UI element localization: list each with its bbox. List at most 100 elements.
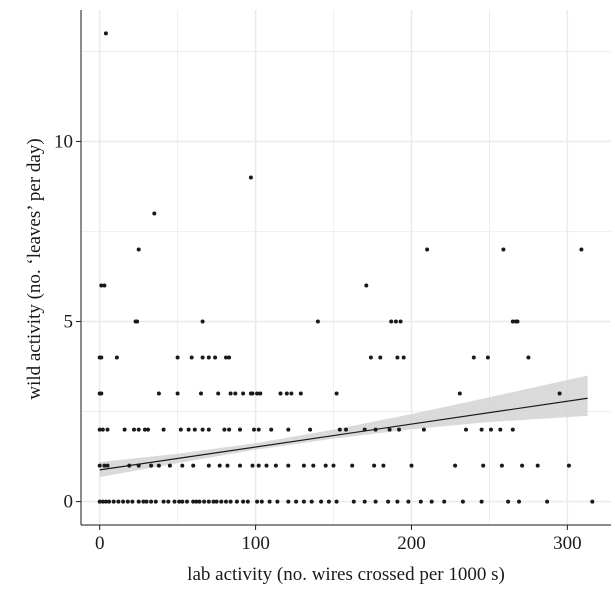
data-point (142, 427, 147, 432)
y-axis-title: wild activity (no. ‘leaves’ per day) (24, 138, 45, 399)
data-point (130, 499, 135, 504)
data-point (135, 319, 140, 324)
data-point (301, 499, 306, 504)
data-point (146, 427, 150, 432)
data-point (471, 355, 476, 360)
x-tick-label: 100 (241, 533, 270, 554)
data-point (510, 427, 515, 432)
data-point (136, 247, 141, 252)
data-point (186, 427, 191, 432)
data-point (267, 499, 272, 504)
data-point (99, 391, 104, 396)
data-point (241, 391, 246, 396)
data-point (442, 499, 447, 504)
data-point (386, 499, 391, 504)
data-point (284, 391, 289, 396)
data-point (105, 463, 110, 468)
data-point (228, 499, 233, 504)
data-point (200, 319, 205, 324)
data-point (99, 355, 104, 360)
data-point (222, 427, 227, 432)
data-point (286, 427, 291, 432)
data-point (200, 427, 205, 432)
data-point (107, 499, 112, 504)
data-point (294, 499, 299, 504)
data-point (233, 391, 238, 396)
data-point (180, 463, 185, 468)
data-point (368, 355, 373, 360)
data-point (250, 463, 255, 468)
data-point (315, 319, 320, 324)
data-point (241, 499, 246, 504)
tick-labels: 0 100 200 300 0 5 10 (54, 131, 582, 554)
data-point (387, 427, 392, 432)
data-point (172, 499, 177, 504)
data-point (457, 391, 462, 396)
data-point (499, 463, 504, 468)
data-point (397, 427, 401, 432)
data-point (100, 499, 105, 504)
data-point (153, 499, 158, 504)
data-point (326, 499, 331, 504)
data-point (136, 463, 141, 468)
data-point (175, 391, 180, 396)
data-point (421, 427, 426, 432)
data-point (275, 499, 280, 504)
data-point (278, 391, 283, 396)
data-point (206, 463, 211, 468)
data-point (228, 391, 233, 396)
data-point (286, 499, 291, 504)
data-point (337, 427, 342, 432)
data-point (362, 499, 367, 504)
data-point (319, 499, 324, 504)
data-point (149, 463, 154, 468)
data-point (149, 499, 154, 504)
points-layer (97, 31, 595, 504)
data-point (351, 499, 356, 504)
data-point (97, 427, 102, 432)
data-point (121, 499, 126, 504)
data-point (381, 463, 386, 468)
data-point (103, 31, 108, 36)
y-tick-label: 0 (64, 492, 74, 513)
data-point (248, 175, 253, 180)
data-point (100, 427, 105, 432)
data-point (479, 427, 484, 432)
data-point (350, 463, 355, 468)
data-point (167, 463, 172, 468)
data-point (373, 499, 378, 504)
data-point (498, 427, 503, 432)
data-point (256, 463, 261, 468)
data-point (557, 391, 562, 396)
data-point (102, 283, 107, 288)
data-point (225, 463, 230, 468)
data-point (189, 355, 194, 360)
data-point (192, 427, 197, 432)
data-point (485, 355, 490, 360)
data-point (364, 283, 369, 288)
fit-line-layer (99, 397, 588, 471)
y-tick-label: 5 (64, 312, 74, 333)
data-point (132, 427, 136, 432)
data-point (395, 499, 400, 504)
data-point (152, 211, 157, 216)
data-point (206, 427, 211, 432)
data-point (308, 427, 313, 432)
data-point (515, 319, 520, 324)
data-point (105, 427, 110, 432)
data-point (185, 499, 189, 504)
data-point (202, 499, 207, 504)
data-point (535, 463, 540, 468)
data-point (214, 499, 219, 504)
data-point (273, 463, 278, 468)
data-point (161, 499, 166, 504)
data-point (97, 463, 102, 468)
data-point (199, 391, 203, 396)
data-point (298, 391, 303, 396)
data-point (211, 499, 216, 504)
data-point (506, 499, 511, 504)
data-point (311, 463, 316, 468)
data-point (510, 319, 515, 324)
data-point (464, 427, 468, 432)
data-point (289, 391, 294, 396)
